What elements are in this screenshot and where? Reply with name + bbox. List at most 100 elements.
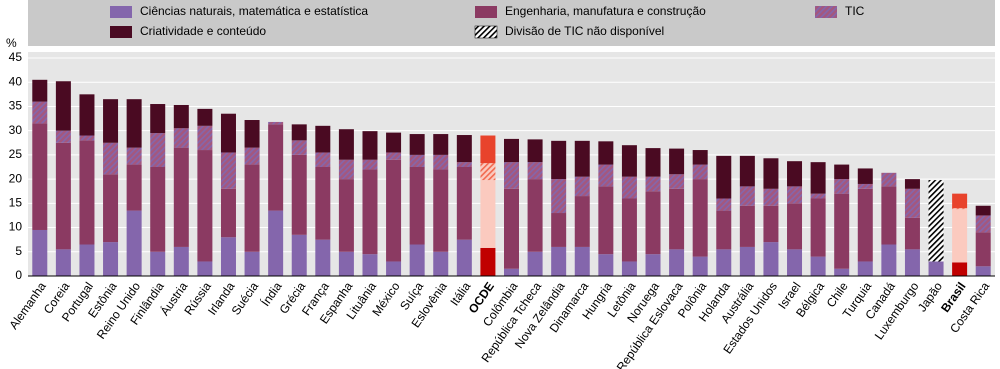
legend-label: TIC bbox=[845, 4, 865, 18]
bar-segment bbox=[551, 140, 567, 180]
bar-segment bbox=[244, 251, 260, 276]
bar-segment bbox=[881, 186, 897, 245]
bar-segment bbox=[338, 251, 354, 276]
bar-segment bbox=[150, 104, 166, 134]
bar-segment bbox=[79, 140, 95, 245]
bar-segment bbox=[504, 188, 519, 269]
bar-segment bbox=[433, 154, 449, 170]
bar-segment bbox=[433, 169, 449, 252]
bar-segment bbox=[716, 249, 732, 276]
bar-segment bbox=[952, 193, 968, 209]
bar-segment bbox=[55, 130, 71, 143]
bar-segment bbox=[456, 239, 472, 276]
bar-segment bbox=[574, 246, 590, 276]
y-tick-label: 35 bbox=[9, 99, 23, 113]
y-tick-label: 45 bbox=[9, 50, 23, 64]
bar-segment bbox=[79, 244, 95, 276]
bar-segment bbox=[315, 152, 331, 167]
bar-segment bbox=[362, 254, 378, 276]
bar-segment bbox=[904, 217, 920, 250]
bar-segment bbox=[79, 94, 95, 136]
bar-segment bbox=[456, 162, 472, 167]
bar-segment bbox=[669, 174, 685, 189]
bar-segment bbox=[362, 159, 378, 170]
bar-segment bbox=[197, 108, 213, 126]
bar-segment bbox=[834, 164, 850, 180]
bar-segment bbox=[456, 135, 472, 163]
bar-segment bbox=[857, 261, 873, 276]
bar-segment bbox=[904, 249, 920, 276]
bar-segment bbox=[173, 246, 189, 276]
bar-segment bbox=[763, 242, 779, 276]
bar-segment bbox=[386, 132, 402, 153]
bar-segment bbox=[126, 99, 142, 148]
bar-segment bbox=[220, 113, 236, 153]
y-tick-label: 25 bbox=[9, 147, 23, 161]
bar-segment bbox=[291, 124, 307, 141]
bar-segment bbox=[268, 210, 284, 276]
bar-segment bbox=[527, 251, 543, 276]
bar-segment bbox=[126, 164, 142, 211]
bar-segment bbox=[574, 196, 590, 247]
bar-segment bbox=[669, 148, 685, 175]
bar-segment bbox=[126, 210, 142, 276]
bar-segment bbox=[716, 210, 732, 250]
bar-segment bbox=[126, 147, 142, 165]
bar-segment bbox=[362, 169, 378, 255]
bar-segment bbox=[220, 152, 236, 189]
bar-segment bbox=[504, 162, 519, 189]
bar-segment bbox=[197, 125, 213, 151]
legend-swatch bbox=[475, 6, 497, 18]
bar-segment bbox=[881, 172, 897, 187]
y-tick-label: 30 bbox=[9, 123, 23, 137]
bar-segment bbox=[480, 163, 496, 181]
bar-segment bbox=[763, 158, 779, 189]
bar-segment bbox=[55, 249, 71, 276]
bar-segment bbox=[787, 186, 803, 204]
bar-segment bbox=[928, 261, 944, 276]
bar-segment bbox=[409, 244, 425, 276]
bar-segment bbox=[598, 186, 614, 255]
bar-segment bbox=[79, 135, 95, 141]
bar-segment bbox=[103, 99, 119, 143]
bar-segment bbox=[244, 147, 260, 165]
bar-segment bbox=[480, 180, 496, 248]
bar-segment bbox=[598, 254, 614, 276]
bar-segment bbox=[975, 205, 991, 216]
bar-segment bbox=[527, 179, 543, 252]
bar-segment bbox=[32, 79, 48, 102]
bar-segment bbox=[952, 262, 968, 276]
bar-segment bbox=[692, 179, 708, 257]
y-axis-label: % bbox=[6, 36, 17, 50]
y-tick-label: 15 bbox=[9, 196, 23, 210]
bar-segment bbox=[55, 142, 71, 250]
y-tick-label: 40 bbox=[9, 74, 23, 88]
bar-segment bbox=[433, 251, 449, 276]
legend-swatch bbox=[110, 6, 132, 18]
bar-segment bbox=[527, 162, 543, 180]
legend-label: Criatividade e conteúdo bbox=[140, 24, 266, 38]
bar-segment bbox=[739, 186, 755, 206]
bar-segment bbox=[975, 215, 991, 233]
bar-segment bbox=[244, 120, 260, 148]
bar-segment bbox=[504, 138, 519, 163]
bar-segment bbox=[787, 161, 803, 187]
bar-segment bbox=[621, 261, 637, 276]
bar-segment bbox=[716, 198, 732, 211]
bar-segment bbox=[338, 179, 354, 252]
bar-segment bbox=[103, 174, 119, 243]
bar-segment bbox=[669, 188, 685, 250]
bar-segment bbox=[386, 152, 402, 160]
bar-segment bbox=[480, 247, 496, 276]
bar-segment bbox=[763, 205, 779, 243]
bar-segment bbox=[692, 256, 708, 276]
bar-segment bbox=[103, 142, 119, 175]
legend-swatch bbox=[110, 26, 132, 38]
bar-segment bbox=[291, 154, 307, 235]
bar-segment bbox=[551, 246, 567, 276]
bar-segment bbox=[551, 213, 567, 247]
bar-segment bbox=[645, 176, 661, 192]
bar-segment bbox=[386, 159, 402, 262]
bar-segment bbox=[669, 249, 685, 276]
